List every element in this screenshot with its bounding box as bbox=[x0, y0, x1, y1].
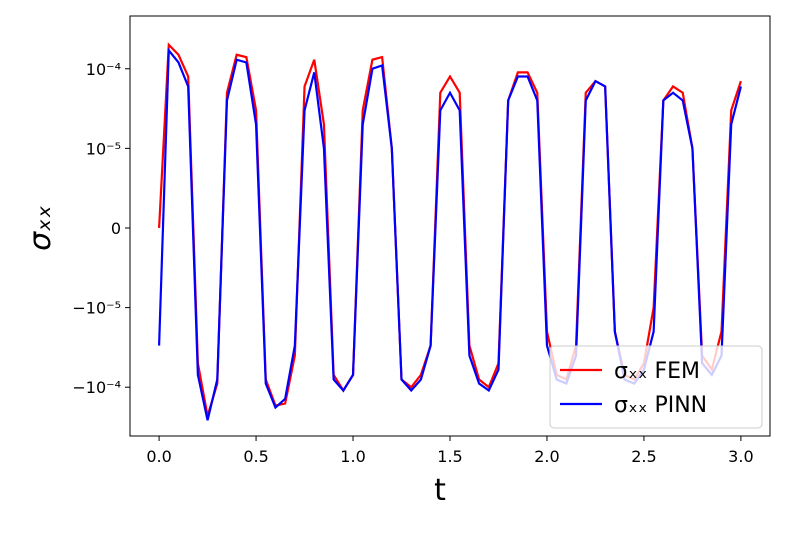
x-tick-label: 1.0 bbox=[340, 447, 365, 466]
x-tick-label: 2.5 bbox=[631, 447, 656, 466]
y-axis-label: σₓₓ bbox=[23, 205, 58, 251]
y-tick-label: 10⁻⁴ bbox=[86, 60, 121, 79]
legend-label: σₓₓ PINN bbox=[614, 393, 707, 418]
x-tick-label: 0.5 bbox=[243, 447, 268, 466]
legend-box bbox=[549, 345, 763, 429]
y-tick-label: −10⁻⁵ bbox=[72, 299, 121, 318]
y-tick-label: 0 bbox=[111, 219, 121, 238]
x-tick-label: 1.5 bbox=[437, 447, 462, 466]
y-tick-label: −10⁻⁴ bbox=[72, 378, 121, 397]
x-tick-label: 2.0 bbox=[534, 447, 559, 466]
x-tick-label: 3.0 bbox=[728, 447, 753, 466]
legend-label: σₓₓ FEM bbox=[614, 359, 700, 384]
y-tick-label: 10⁻⁵ bbox=[86, 139, 121, 158]
x-axis-label: t bbox=[434, 473, 446, 508]
x-tick-label: 0.0 bbox=[146, 447, 171, 466]
